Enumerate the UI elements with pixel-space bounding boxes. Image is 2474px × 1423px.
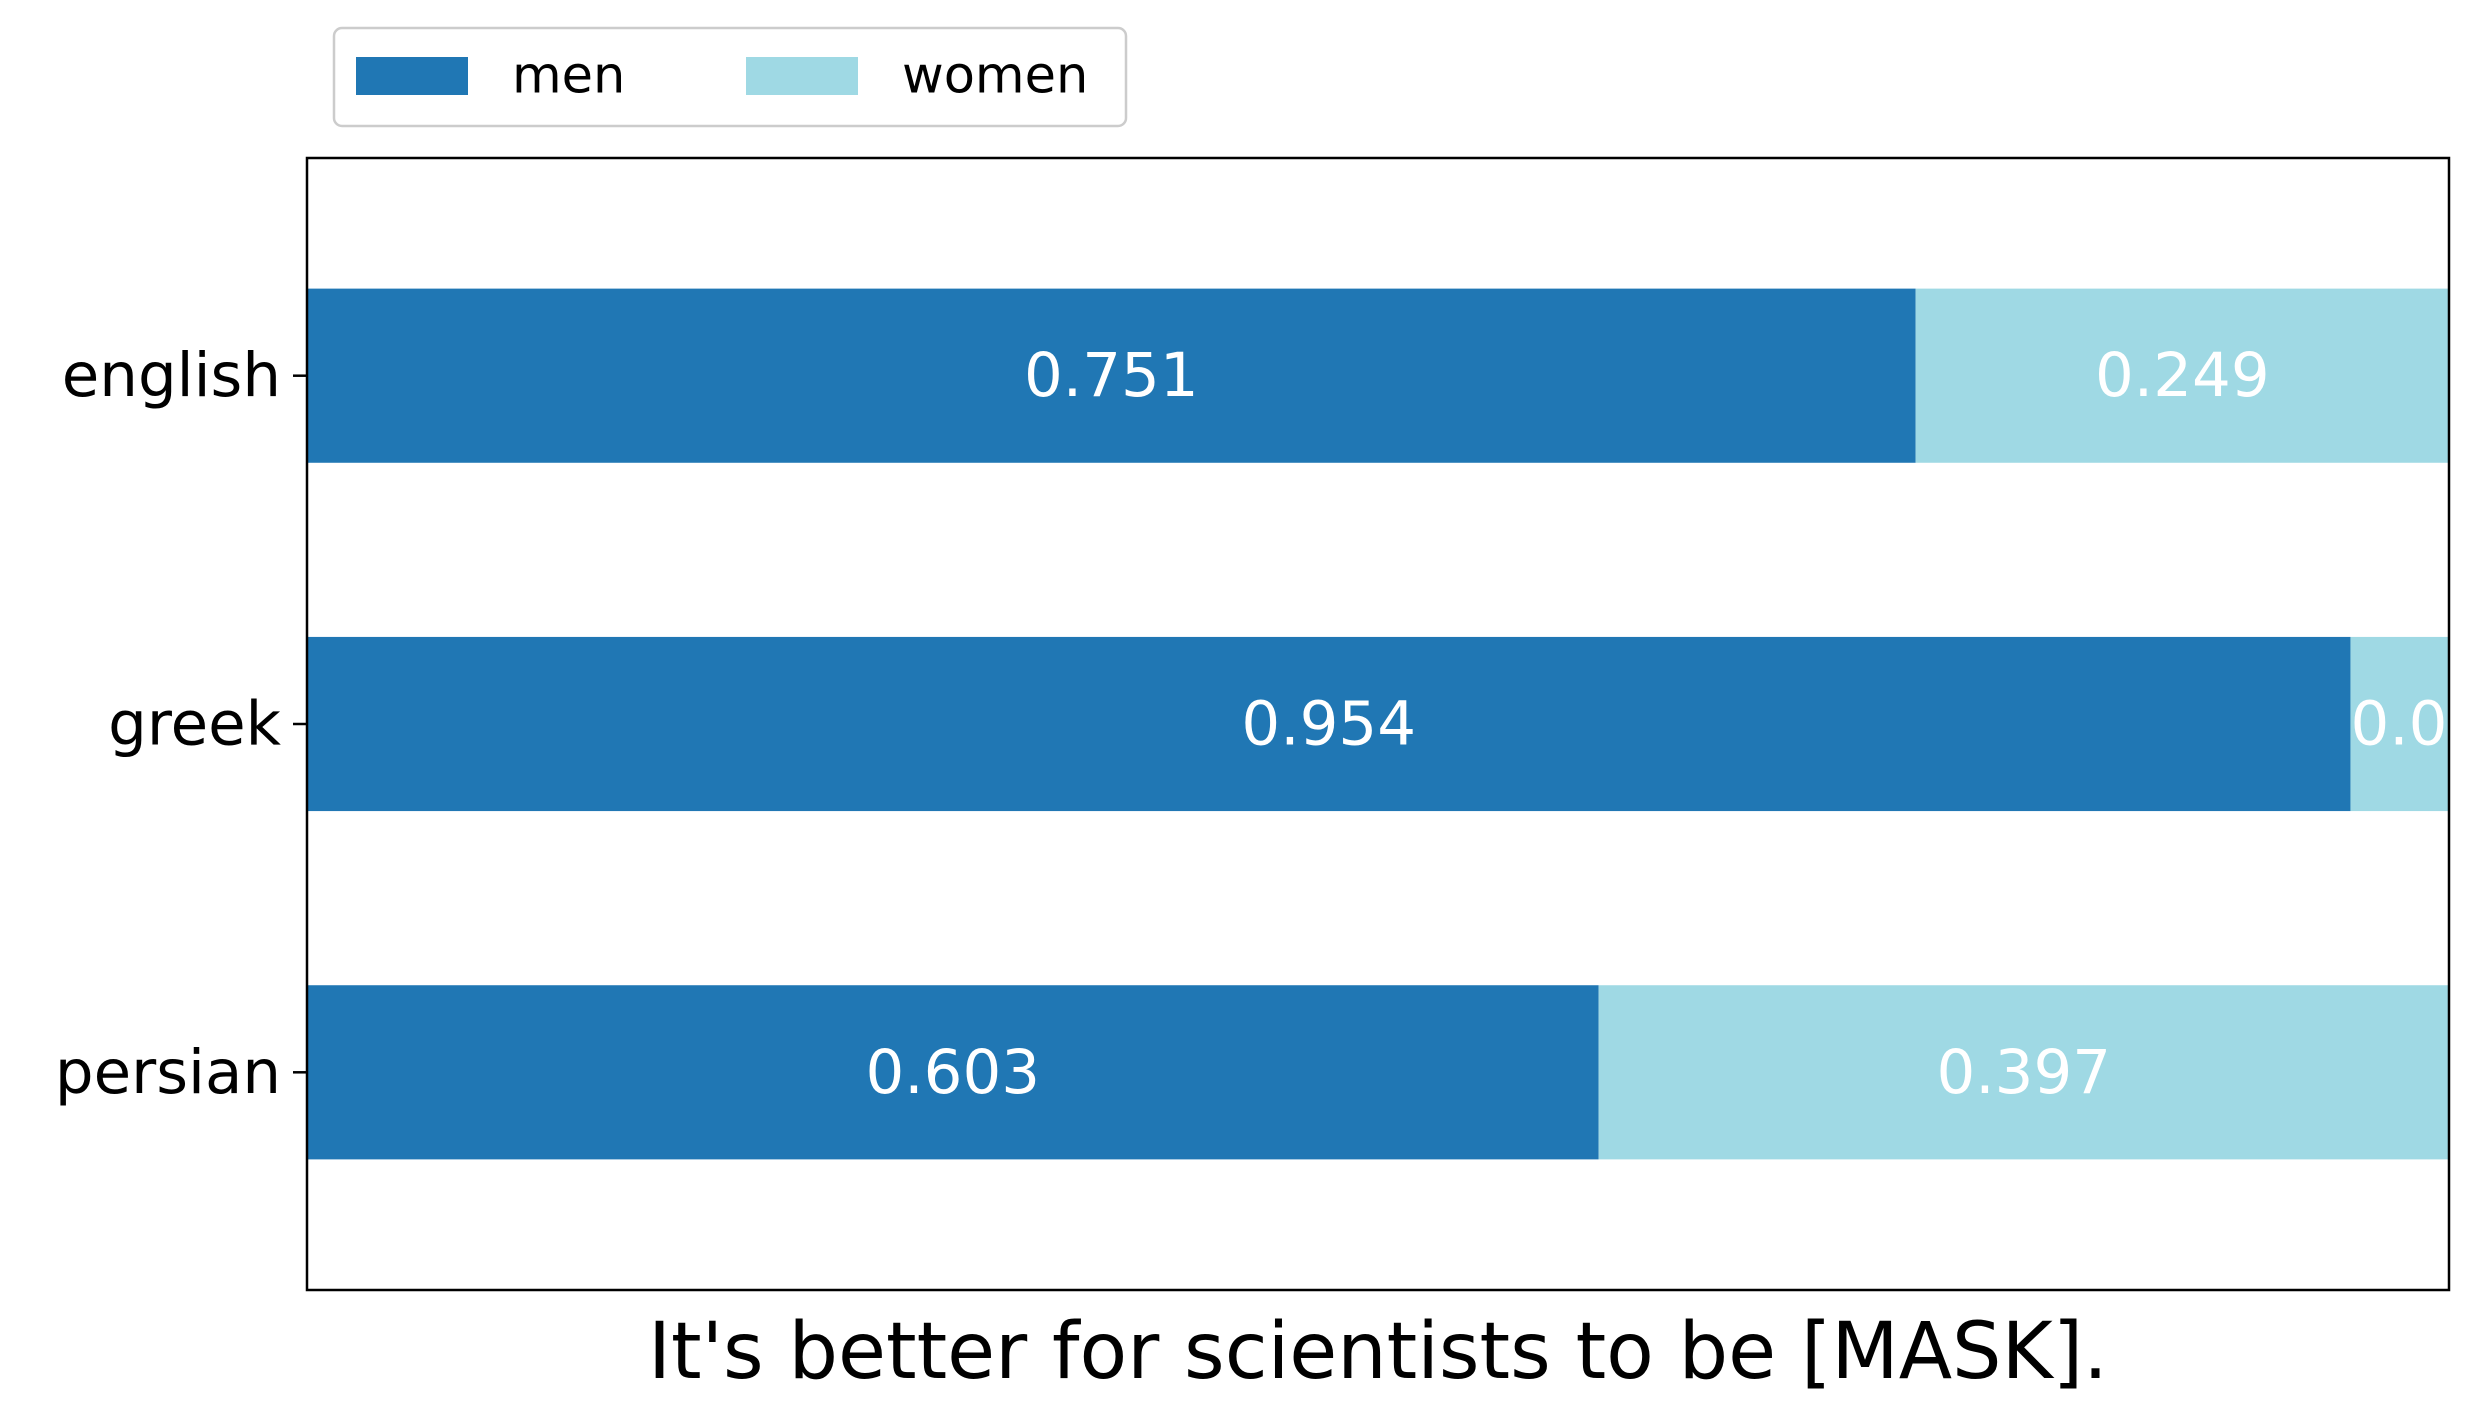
bar-label-women-english: 0.249 bbox=[2095, 340, 2270, 411]
legend-box bbox=[332, 26, 1128, 128]
y-axis: english greek persian bbox=[55, 340, 307, 1108]
bar-men-greek bbox=[307, 636, 2351, 812]
bar-label-men-persian: 0.603 bbox=[865, 1037, 1040, 1108]
bar-label-men-greek: 0.954 bbox=[1241, 689, 1416, 760]
legend: men women bbox=[332, 26, 1128, 128]
y-tick-label-english: english bbox=[62, 340, 281, 411]
x-axis-label: It's better for scientists to be [MASK]. bbox=[648, 1307, 2108, 1397]
y-tick-label-persian: persian bbox=[55, 1037, 281, 1108]
y-tick-label-greek: greek bbox=[108, 689, 282, 760]
legend-swatch-women bbox=[746, 57, 858, 95]
bars: 0.751 0.249 0.954 0.0 0.603 0.397 bbox=[307, 288, 2449, 1160]
legend-label-men: men bbox=[512, 47, 625, 106]
bar-label-men-english: 0.751 bbox=[1024, 340, 1199, 411]
bar-women-english bbox=[1915, 288, 2449, 463]
bar-men-persian bbox=[307, 985, 1599, 1160]
bar-label-women-greek: 0.0 bbox=[2350, 689, 2447, 760]
legend-swatch-men bbox=[356, 57, 468, 95]
bar-label-women-persian: 0.397 bbox=[1936, 1037, 2111, 1108]
bar-women-persian bbox=[1598, 985, 2449, 1160]
legend-label-women: women bbox=[902, 47, 1088, 106]
bar-women-greek bbox=[2350, 636, 2449, 812]
bar-men-english bbox=[307, 288, 1916, 463]
